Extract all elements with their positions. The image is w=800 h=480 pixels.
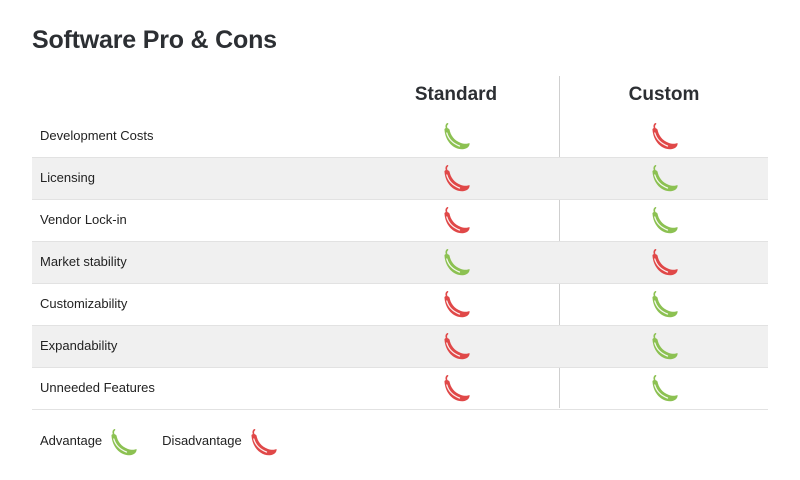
legend: Advantage Disadvantage bbox=[40, 428, 302, 456]
row-label: Customizability bbox=[40, 296, 128, 311]
disadvantage-pepper-icon bbox=[441, 206, 471, 236]
advantage-pepper-icon bbox=[108, 428, 137, 456]
row-label: Unneeded Features bbox=[40, 380, 155, 395]
legend-label: Disadvantage bbox=[162, 432, 242, 448]
row-label: Development Costs bbox=[40, 128, 154, 143]
legend-item-advantage: Advantage bbox=[40, 428, 137, 456]
table-row: Expandability bbox=[32, 326, 768, 368]
legend-item-disadvantage: Disadvantage bbox=[162, 428, 277, 456]
disadvantage-pepper-icon bbox=[248, 428, 277, 456]
row-label: Expandability bbox=[40, 338, 118, 353]
table-row: Market stability bbox=[32, 242, 768, 284]
comparison-table: Standard Custom Development Costs Licens… bbox=[32, 74, 768, 410]
row-label: Market stability bbox=[40, 254, 127, 269]
advantage-pepper-icon bbox=[649, 206, 679, 236]
column-header-standard: Standard bbox=[414, 84, 498, 105]
advantage-pepper-icon bbox=[441, 122, 471, 152]
advantage-pepper-icon bbox=[441, 248, 471, 278]
table-row: Licensing bbox=[32, 158, 768, 200]
column-header-custom: Custom bbox=[628, 84, 700, 105]
advantage-pepper-icon bbox=[649, 332, 679, 362]
disadvantage-pepper-icon bbox=[441, 374, 471, 404]
page-title: Software Pro & Cons bbox=[32, 26, 277, 54]
disadvantage-pepper-icon bbox=[649, 248, 679, 278]
disadvantage-pepper-icon bbox=[441, 332, 471, 362]
table-header: Standard Custom bbox=[32, 74, 768, 116]
advantage-pepper-icon bbox=[649, 290, 679, 320]
row-label: Licensing bbox=[40, 170, 95, 185]
disadvantage-pepper-icon bbox=[649, 122, 679, 152]
legend-label: Advantage bbox=[40, 432, 103, 448]
disadvantage-pepper-icon bbox=[441, 164, 471, 194]
table-row: Customizability bbox=[32, 284, 768, 326]
table-row: Unneeded Features bbox=[32, 368, 768, 410]
disadvantage-pepper-icon bbox=[441, 290, 471, 320]
advantage-pepper-icon bbox=[649, 374, 679, 404]
table-row: Vendor Lock-in bbox=[32, 200, 768, 242]
row-label: Vendor Lock-in bbox=[40, 212, 127, 227]
advantage-pepper-icon bbox=[649, 164, 679, 194]
table-row: Development Costs bbox=[32, 116, 768, 158]
